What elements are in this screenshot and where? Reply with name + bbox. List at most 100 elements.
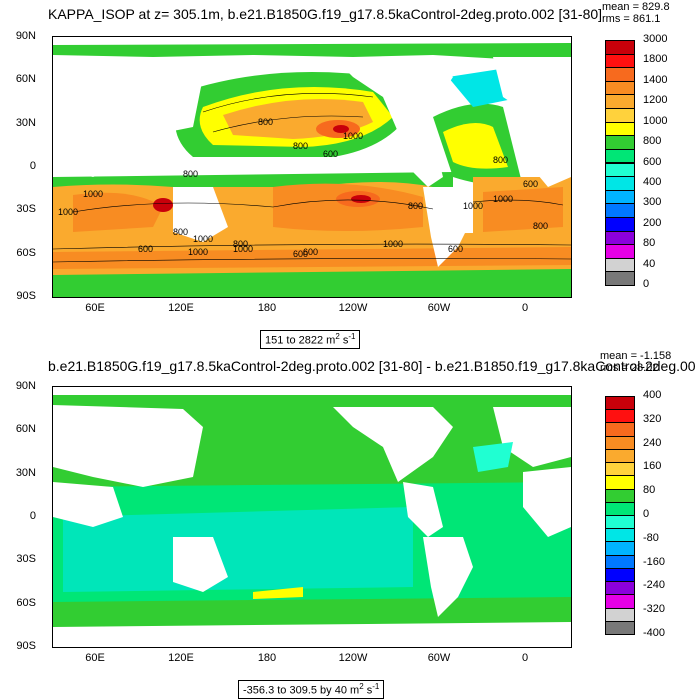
colorbar-label: -80 xyxy=(643,531,659,544)
panel1-mean: mean = 829.8 xyxy=(602,1,670,13)
colorbar-label: 1800 xyxy=(643,53,668,66)
colorbar-swatch xyxy=(605,40,635,55)
y-tick-label: 60S xyxy=(16,247,36,259)
colorbar-label: 600 xyxy=(643,155,662,168)
colorbar-swatch xyxy=(605,148,635,164)
colorbar-label: 800 xyxy=(643,135,662,148)
x-tick-label: 0 xyxy=(521,302,529,314)
colorbar-label: 160 xyxy=(643,460,662,473)
y-tick-label: 30S xyxy=(16,553,36,565)
colorbar-swatch xyxy=(605,594,635,609)
panel2-title: b.e21.B1850G.f19_g17.8.5kaControl-2deg.p… xyxy=(48,358,696,374)
contour-label: 600 xyxy=(448,244,463,254)
x-tick-label: 60E xyxy=(85,652,105,664)
colorbar-swatch xyxy=(605,94,635,110)
y-tick-label: 90S xyxy=(16,290,36,302)
colorbar-swatch xyxy=(605,396,635,411)
colorbar-label: -160 xyxy=(643,555,666,568)
colorbar-swatch xyxy=(605,501,635,516)
colorbar-label: 1200 xyxy=(643,94,668,107)
range-tail-sup: -1 xyxy=(372,682,380,691)
range-tail-sup: -1 xyxy=(348,332,356,341)
colorbar-label: 0 xyxy=(643,278,650,290)
x-tick-label: 60W xyxy=(427,652,451,664)
contour-label: 600 xyxy=(523,179,538,189)
panel2-range-box: -356.3 to 309.5 by 40 m2 s-1 xyxy=(238,680,385,699)
colorbar-label: 400 xyxy=(643,389,662,401)
colorbar-swatch xyxy=(605,567,635,583)
colorbar-label: 400 xyxy=(643,175,662,188)
range-sup: 2 xyxy=(335,332,340,341)
contour-label: 1000 xyxy=(343,131,363,141)
contour-label: 800 xyxy=(493,155,508,165)
colorbar-swatch xyxy=(605,135,635,150)
panel1-title: KAPPA_ISOP at z= 305.1m, b.e21.B1850G.f1… xyxy=(48,6,603,22)
range-text: 151 to 2822 m xyxy=(265,334,336,347)
panel2-map xyxy=(52,386,572,648)
colorbar-swatch xyxy=(605,448,635,464)
colorbar-label: 1400 xyxy=(643,73,668,86)
x-tick-label: 120E xyxy=(168,652,194,664)
x-tick-label: 0 xyxy=(521,652,529,664)
contour-label: 1000 xyxy=(493,194,513,204)
colorbar-swatch xyxy=(605,257,635,273)
contour-label: 800 xyxy=(408,201,423,211)
x-tick-label: 180 xyxy=(257,302,277,314)
y-tick-label: 30S xyxy=(16,203,36,215)
colorbar-swatch xyxy=(605,67,635,82)
colorbar-swatch xyxy=(605,176,635,191)
colorbar-swatch xyxy=(605,189,635,205)
y-tick-label: 60N xyxy=(15,423,36,435)
y-tick-label: 30N xyxy=(15,467,36,479)
panel1-colorbar: 3000 1800 1400 1200 1000 800 600 400 300 200 80 40 0 xyxy=(605,33,685,290)
colorbar-swatch xyxy=(605,515,635,530)
colorbar-swatch xyxy=(605,162,635,178)
contour-label: 800 xyxy=(183,169,198,179)
panel2-map-svg xyxy=(53,387,571,647)
contour-label: 600 xyxy=(293,249,308,259)
colorbar-label: 240 xyxy=(643,436,662,449)
x-tick-label: 120E xyxy=(168,302,194,314)
y-tick-label: 30N xyxy=(15,117,36,129)
contour-label: 1000 xyxy=(193,234,213,244)
top-panel: KAPPA_ISOP at z= 305.1m, b.e21.B1850G.f1… xyxy=(15,1,685,349)
contour-label: 600 xyxy=(323,149,338,159)
colorbar-label: 40 xyxy=(643,257,656,270)
contour-label: 1000 xyxy=(58,207,78,217)
colorbar-label: 300 xyxy=(643,196,662,209)
colorbar-label: 320 xyxy=(643,412,662,425)
y-tick-label: 60S xyxy=(16,597,36,609)
colorbar-swatch xyxy=(605,488,635,503)
colorbar-swatch xyxy=(605,607,635,622)
colorbar-label: 200 xyxy=(643,216,662,229)
colorbar-swatch xyxy=(605,244,635,259)
y-tick-label: 90N xyxy=(15,380,36,392)
contour-label: 800 xyxy=(258,117,273,127)
range-tail: s xyxy=(339,334,349,347)
contour-label: 800 xyxy=(173,227,188,237)
colorbar-swatch xyxy=(605,216,635,232)
panel2-rms: rms = 28.02 xyxy=(600,362,659,374)
contour-label: 1000 xyxy=(188,247,208,257)
contour-label: 800 xyxy=(533,221,548,231)
colorbar-swatch xyxy=(605,203,635,218)
bottom-panel: b.e21.B1850G.f19_g17.8.5kaControl-2deg.p… xyxy=(0,350,700,700)
x-tick-label: 120W xyxy=(338,302,368,314)
panel1-map: 800 1000 800 800 600 1000 1000 1000 800 … xyxy=(52,36,572,298)
colorbar-swatch xyxy=(605,80,635,96)
colorbar-swatch xyxy=(605,422,635,437)
x-tick-label: 60E xyxy=(85,302,105,314)
colorbar-swatch xyxy=(605,581,635,596)
x-tick-label: 120W xyxy=(338,652,368,664)
colorbar-label: 80 xyxy=(643,237,656,250)
colorbar-swatch xyxy=(605,620,635,635)
colorbar-label: 0 xyxy=(643,508,650,520)
panel1-map-svg: 800 1000 800 800 600 1000 1000 1000 800 … xyxy=(53,37,571,297)
colorbar-label: 3000 xyxy=(643,33,668,45)
range-text: -356.3 to 309.5 by 40 m xyxy=(243,684,360,697)
colorbar-label: 80 xyxy=(643,484,656,497)
panel2-stats: mean = -1.158 rms = 28.02 xyxy=(600,350,671,374)
colorbar-swatch xyxy=(605,554,635,569)
colorbar-label: -320 xyxy=(643,603,666,616)
colorbar-label: -240 xyxy=(643,579,666,592)
